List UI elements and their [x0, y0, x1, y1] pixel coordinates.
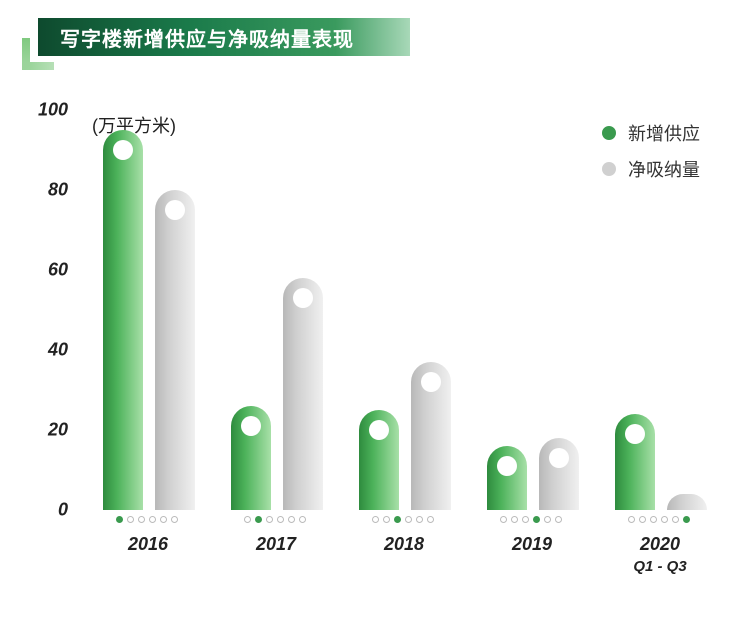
x-axis: 2016 2017 2018 2019 2020Q1 - Q3 [76, 510, 720, 580]
pager-dot-icon [427, 516, 434, 523]
x-tick-label: 2020Q1 - Q3 [605, 534, 715, 576]
bar-supply [359, 410, 399, 510]
bar-group [226, 110, 336, 510]
pager-dot-icon [138, 516, 145, 523]
bar-supply [231, 406, 271, 510]
pager-dots [628, 516, 690, 523]
bar-top-dot-icon [165, 200, 185, 220]
corner-bracket-icon [22, 38, 54, 70]
pager-dot-icon [683, 516, 690, 523]
pager-dot-icon [639, 516, 646, 523]
pager-dot-icon [244, 516, 251, 523]
y-tick-label: 80 [48, 180, 68, 201]
bar-absorption [155, 190, 195, 510]
x-tick-label: 2016 [93, 534, 203, 555]
bar-absorption [283, 278, 323, 510]
pager-dot-icon [500, 516, 507, 523]
bar-top-dot-icon [549, 448, 569, 468]
pager-dot-icon [149, 516, 156, 523]
pager-dot-icon [650, 516, 657, 523]
bar-top-dot-icon [113, 140, 133, 160]
pager-dot-icon [116, 516, 123, 523]
y-tick-label: 60 [48, 260, 68, 281]
pager-dot-icon [127, 516, 134, 523]
plot-area [76, 110, 720, 510]
pager-dot-icon [555, 516, 562, 523]
bar-top-dot-icon [421, 372, 441, 392]
y-axis: 020406080100 [20, 110, 76, 510]
y-tick-label: 0 [58, 500, 68, 521]
bar-top-dot-icon [293, 288, 313, 308]
pager-dot-icon [416, 516, 423, 523]
pager-dot-icon [405, 516, 412, 523]
pager-dot-icon [511, 516, 518, 523]
pager-dot-icon [544, 516, 551, 523]
x-tick-label: 2017 [221, 534, 331, 555]
pager-dot-icon [171, 516, 178, 523]
x-tick-label: 2019 [477, 534, 587, 555]
pager-dot-icon [288, 516, 295, 523]
pager-dot-icon [661, 516, 668, 523]
pager-dot-icon [266, 516, 273, 523]
bar-top-dot-icon [369, 420, 389, 440]
bar-absorption [667, 494, 707, 510]
y-tick-label: 20 [48, 420, 68, 441]
pager-dot-icon [628, 516, 635, 523]
pager-dot-icon [160, 516, 167, 523]
bar-absorption [539, 438, 579, 510]
chart-title-bar: 写字楼新增供应与净吸纳量表现 [38, 18, 410, 56]
bar-top-dot-icon [625, 424, 645, 444]
bar-group [610, 110, 720, 510]
pager-dot-icon [383, 516, 390, 523]
y-tick-label: 40 [48, 340, 68, 361]
bar-absorption [411, 362, 451, 510]
bar-supply [615, 414, 655, 510]
bar-supply [103, 130, 143, 510]
pager-dot-icon [277, 516, 284, 523]
pager-dot-icon [372, 516, 379, 523]
pager-dot-icon [394, 516, 401, 523]
pager-dot-icon [522, 516, 529, 523]
pager-dots [372, 516, 434, 523]
bar-top-dot-icon [497, 456, 517, 476]
pager-dots [244, 516, 306, 523]
pager-dot-icon [533, 516, 540, 523]
bar-group [354, 110, 464, 510]
pager-dot-icon [255, 516, 262, 523]
bar-chart: 020406080100 (万平方米) 20162017201820192020… [20, 110, 720, 580]
pager-dot-icon [299, 516, 306, 523]
pager-dot-icon [672, 516, 679, 523]
bar-group [482, 110, 592, 510]
bar-supply [487, 446, 527, 510]
pager-dots [500, 516, 562, 523]
chart-title: 写字楼新增供应与净吸纳量表现 [60, 23, 354, 52]
bar-group [98, 110, 208, 510]
bar-top-dot-icon [241, 416, 261, 436]
pager-dots [116, 516, 178, 523]
y-tick-label: 100 [38, 100, 68, 121]
x-tick-label: 2018 [349, 534, 459, 555]
